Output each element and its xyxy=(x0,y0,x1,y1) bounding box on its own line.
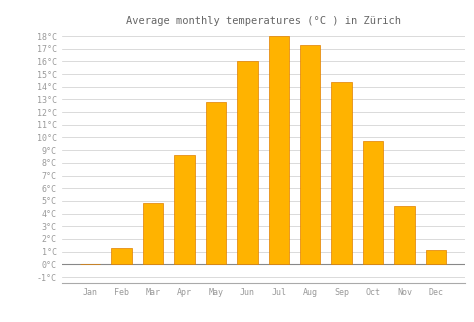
Title: Average monthly temperatures (°C ) in Zürich: Average monthly temperatures (°C ) in Zü… xyxy=(126,16,401,26)
Bar xyxy=(363,141,383,264)
Bar xyxy=(269,36,289,264)
Bar xyxy=(394,206,415,264)
Bar xyxy=(300,45,320,264)
Bar xyxy=(206,102,226,264)
Bar xyxy=(174,155,195,264)
Bar xyxy=(143,204,163,264)
Bar xyxy=(111,248,132,264)
Bar xyxy=(331,82,352,264)
Bar xyxy=(237,62,257,264)
Bar xyxy=(426,251,446,264)
